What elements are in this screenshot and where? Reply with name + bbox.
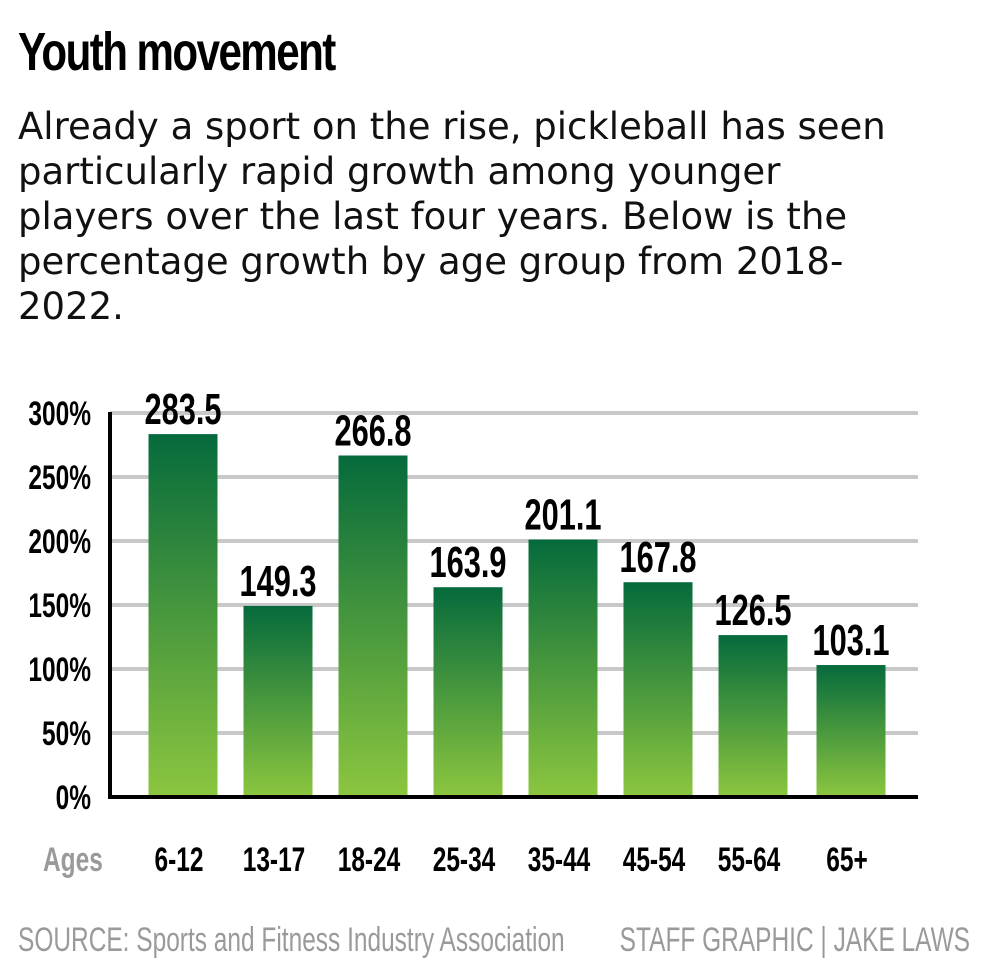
bar [338,455,408,797]
chart-title: Youth movement [18,22,336,82]
value-labels: 283.5 149.3 266.8 163.9 201.1 167.8 126.5 103.1 [144,386,889,666]
x-tick-label: 45-54 [623,841,686,879]
x-tick-label: 25-34 [433,841,496,879]
value-label: 201.1 [524,491,601,540]
y-tick-label: 100% [28,651,91,689]
x-tick-label: 35-44 [528,841,591,879]
bar [243,605,313,797]
x-tick-label: 55-64 [718,841,781,879]
y-tick-labels: 0% 50% 100% 150% 200% 250% 300% [28,395,91,817]
bar [718,635,788,797]
bars [148,434,886,797]
value-label: 126.5 [714,587,791,636]
x-tick-labels: 6-12 13-17 18-24 25-34 35-44 45-54 55-64 65+ [155,841,868,879]
x-axis-label: Ages [43,841,103,879]
bar [433,587,503,797]
value-label: 163.9 [429,539,506,588]
bar [528,539,598,797]
y-tick-label: 0% [56,779,91,817]
x-tick-label: 18-24 [338,841,401,879]
bar [623,582,693,797]
y-tick-label: 200% [28,523,91,561]
value-label: 149.3 [239,558,316,607]
x-tick-label: 6-12 [155,841,204,879]
value-label: 167.8 [619,534,696,583]
y-tick-label: 300% [28,395,91,433]
x-tick-label: 13-17 [243,841,306,879]
value-label: 266.8 [334,407,411,456]
bar [148,434,218,797]
credit-note: STAFF GRAPHIC | JAKE LAWS [620,921,970,959]
value-label: 283.5 [144,386,221,435]
y-tick-label: 250% [28,459,91,497]
value-label: 103.1 [812,617,889,666]
y-tick-label: 150% [28,587,91,625]
chart-subtitle: Already a sport on the rise, pickleball … [18,105,886,328]
y-tick-label: 50% [42,715,91,753]
x-tick-label: 65+ [826,841,868,879]
source-note: SOURCE: Sports and Fitness Industry Asso… [18,921,565,959]
bar [816,665,886,797]
gridlines [110,411,918,735]
